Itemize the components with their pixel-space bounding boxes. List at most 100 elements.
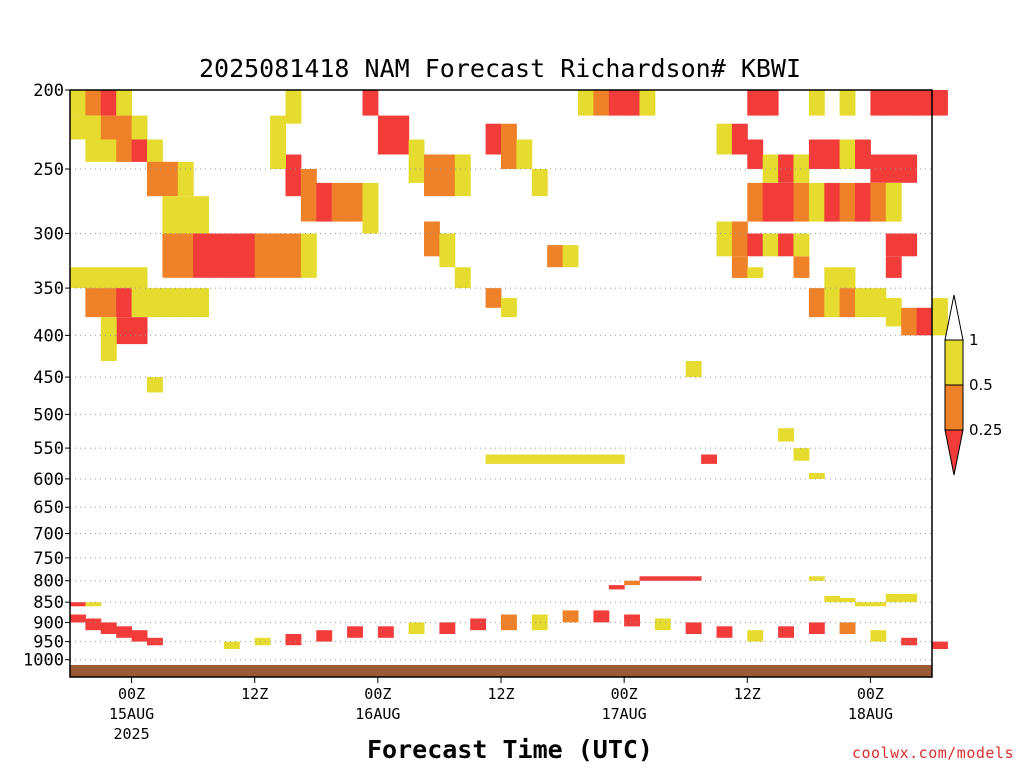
heatmap-cell [223,641,240,649]
heatmap-cell [70,267,86,289]
x-axis: 00Z 15AUG 2025 12Z 00Z 16AUG 12Z 00Z 17AUG 12Z 00Z… [109,677,893,743]
heatmap-cell [747,182,764,222]
x-tick-date: 16AUG [355,705,400,723]
y-tick-label: 400 [33,326,64,346]
heatmap-cell [901,154,918,183]
heatmap-cell [762,233,779,257]
heatmap-cell [916,90,933,116]
y-tick-label: 350 [33,279,64,299]
heatmap-cell [747,630,764,642]
heatmap-cell [131,267,148,289]
heatmap-cell [593,454,610,464]
heatmap-cell [100,139,117,162]
heatmap-cell [208,233,225,278]
heatmap-cell [824,288,841,318]
heatmap-cell [70,115,86,140]
heatmap-cell [85,267,102,289]
heatmap-cell [808,576,825,581]
heatmap-cell [100,288,117,318]
heatmap-cell [316,630,333,642]
heatmap-cell [716,123,733,155]
heatmap-cell [408,139,425,183]
heatmap-cell [177,161,194,197]
heatmap-cell [885,154,902,183]
heatmap-cell [116,115,133,140]
heatmap-cell [839,598,856,603]
chart-title: 2025081418 NAM Forecast Richardson# KBWI [199,54,801,83]
heatmap-cell [116,288,133,318]
heatmap-cell [501,298,517,318]
heatmap-cell [470,618,487,631]
heatmap-cell [870,182,887,222]
heatmap-cell [362,182,379,234]
heatmap-cell [454,154,471,197]
heatmap-cell [85,90,102,116]
heatmap-cell [593,610,610,623]
heatmap-cell [824,182,841,222]
heatmap-cell [100,267,117,289]
heatmap-cell [855,288,871,318]
heatmap-cell [131,288,148,318]
heatmap-cell [731,256,748,278]
y-tick-label: 700 [33,524,64,544]
heatmap-cell [85,115,102,140]
x-tick-date: 17AUG [602,705,647,723]
heatmap-cell [254,233,271,278]
heatmap-cell [131,317,148,345]
heatmap-cell [670,576,687,581]
heatmap-cell [254,637,271,646]
heatmap-cell [131,630,148,642]
heatmap-cell [100,115,117,140]
heatmap-cell [547,245,564,268]
heatmap-cell [747,90,764,116]
heatmap-cell [85,288,102,318]
heatmap-cell [562,245,579,268]
y-tick-label: 250 [33,160,64,180]
heatmap-cell [762,90,779,116]
heatmap-cell [439,233,456,268]
heatmap-cell [193,288,209,318]
heatmap-cell [70,602,86,607]
y-tick-label: 500 [33,405,64,425]
heatmap-cell [116,626,133,638]
heatmap-cell [578,90,594,116]
credit-link[interactable]: coolwx.com/models [851,744,1014,762]
heatmap-cell [932,90,948,116]
heatmap-cell [285,233,302,278]
heatmap-cell [885,256,902,278]
heatmap-cell [731,123,748,155]
heatmap-cell [870,602,887,607]
heatmap-cell [270,115,286,169]
heatmap-cell [85,139,102,162]
x-tick-label: 00Z [118,685,145,703]
colorbar-legend: 1 0.5 0.25 [944,294,1002,476]
heatmap-cell [85,618,102,631]
heatmap-cell [285,154,302,197]
heatmap-cell [193,233,209,278]
heatmap-cell [531,169,548,197]
heatmap-cell [162,233,179,278]
heatmap-cell [901,593,918,603]
heatmap-cell [885,233,902,257]
heatmap-cell [793,448,810,461]
heatmap-cell [624,580,640,586]
heatmap-cell [285,634,302,646]
heatmap-cell [855,182,871,222]
heatmap-cell [793,154,810,183]
heatmap-cell [624,614,640,627]
y-tick-label: 750 [33,549,64,569]
heatmap-cell [70,614,86,623]
heatmap-cell [316,182,333,222]
heatmap-cell [547,454,564,464]
heatmap-cell [808,288,825,318]
heatmap-cell [485,123,502,155]
heatmap-cell [932,298,948,336]
x-tick-date: 18AUG [848,705,893,723]
heatmap-cell [501,454,517,464]
heatmap-cell [747,139,764,169]
heatmap-cell [839,90,856,116]
heatmap-cell [870,154,887,183]
heatmap-cell [685,576,702,581]
heatmap-cell [701,454,717,464]
